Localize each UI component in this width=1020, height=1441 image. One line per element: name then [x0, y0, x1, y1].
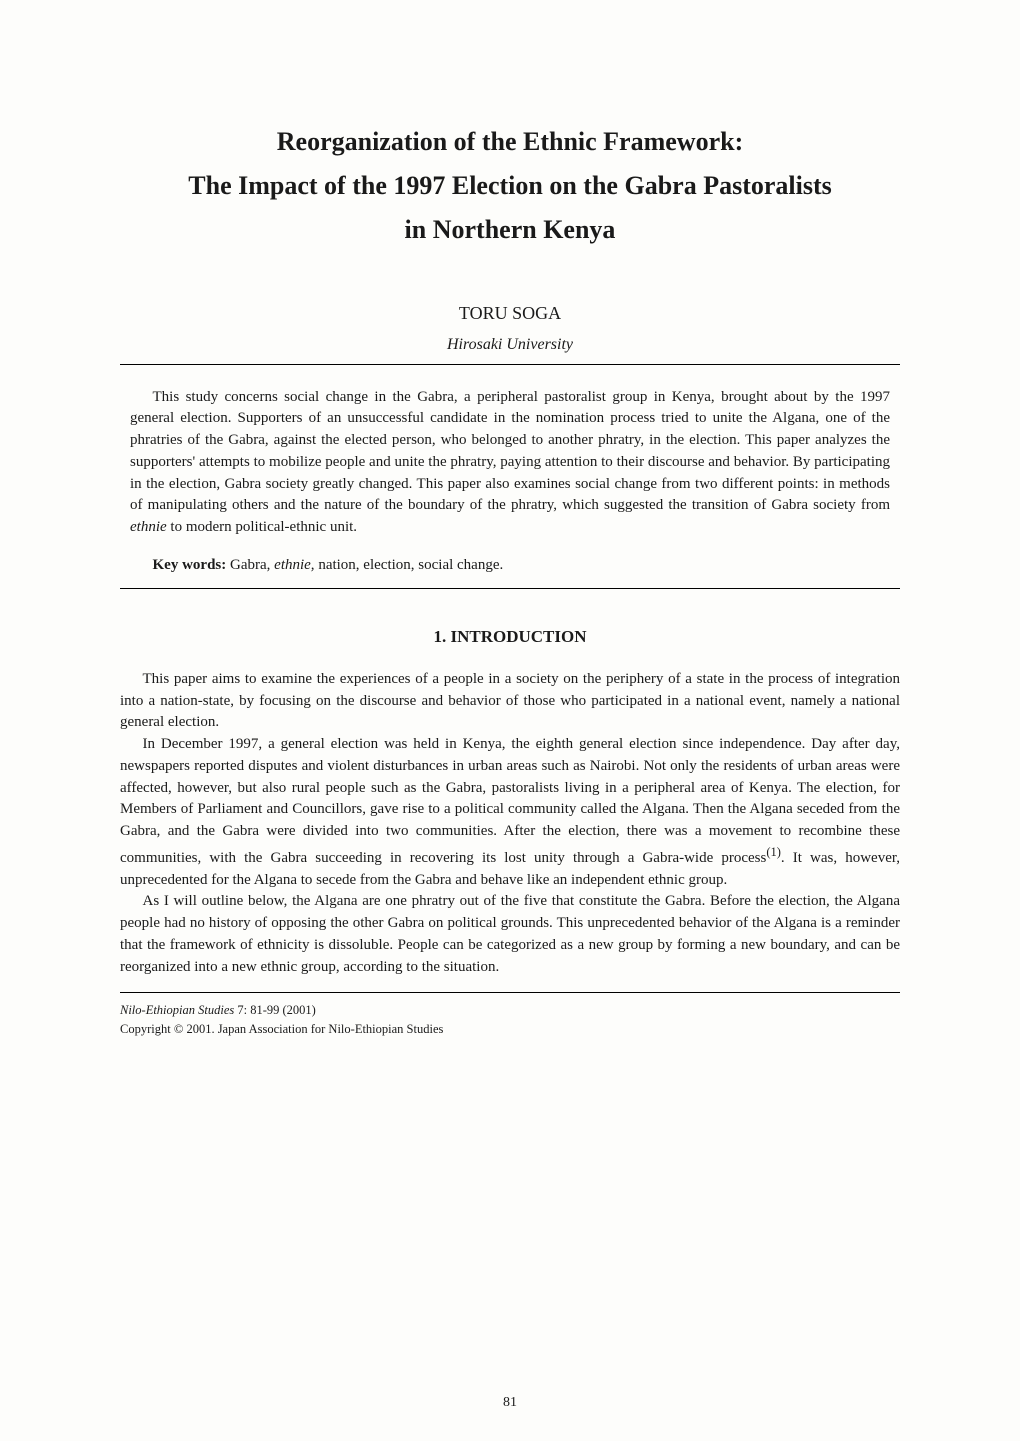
body-para-3: As I will outline below, the Algana are … [120, 891, 900, 978]
abstract: This study concerns social change in the… [130, 387, 890, 539]
footer-rule [120, 992, 900, 993]
abstract-paragraph: This study concerns social change in the… [130, 387, 890, 539]
section-heading: 1. INTRODUCTION [120, 627, 900, 647]
footer: Nilo-Ethiopian Studies 7: 81-99 (2001) C… [120, 1001, 900, 1039]
body-para-2: In December 1997, a general election was… [120, 734, 900, 891]
top-rule [120, 364, 900, 365]
author-affiliation: Hirosaki University [120, 336, 900, 354]
keywords: Key words: Gabra, ethnie, nation, electi… [130, 557, 890, 574]
title-line-2: The Impact of the 1997 Election on the G… [120, 164, 900, 208]
journal-citation: Nilo-Ethiopian Studies 7: 81-99 (2001) [120, 1001, 900, 1020]
article-title: Reorganization of the Ethnic Framework: … [120, 120, 900, 253]
bottom-rule [120, 588, 900, 589]
copyright-line: Copyright © 2001. Japan Association for … [120, 1020, 900, 1039]
body-text: This paper aims to examine the experienc… [120, 669, 900, 979]
page: Reorganization of the Ethnic Framework: … [0, 0, 1020, 1441]
footnote-marker: (1) [766, 845, 781, 859]
title-line-3: in Northern Kenya [120, 208, 900, 252]
body-para-1: This paper aims to examine the experienc… [120, 669, 900, 734]
author-name: TORU SOGA [120, 303, 900, 324]
title-line-1: Reorganization of the Ethnic Framework: [120, 120, 900, 164]
page-number: 81 [0, 1395, 1020, 1411]
keywords-label: Key words: [153, 557, 227, 573]
